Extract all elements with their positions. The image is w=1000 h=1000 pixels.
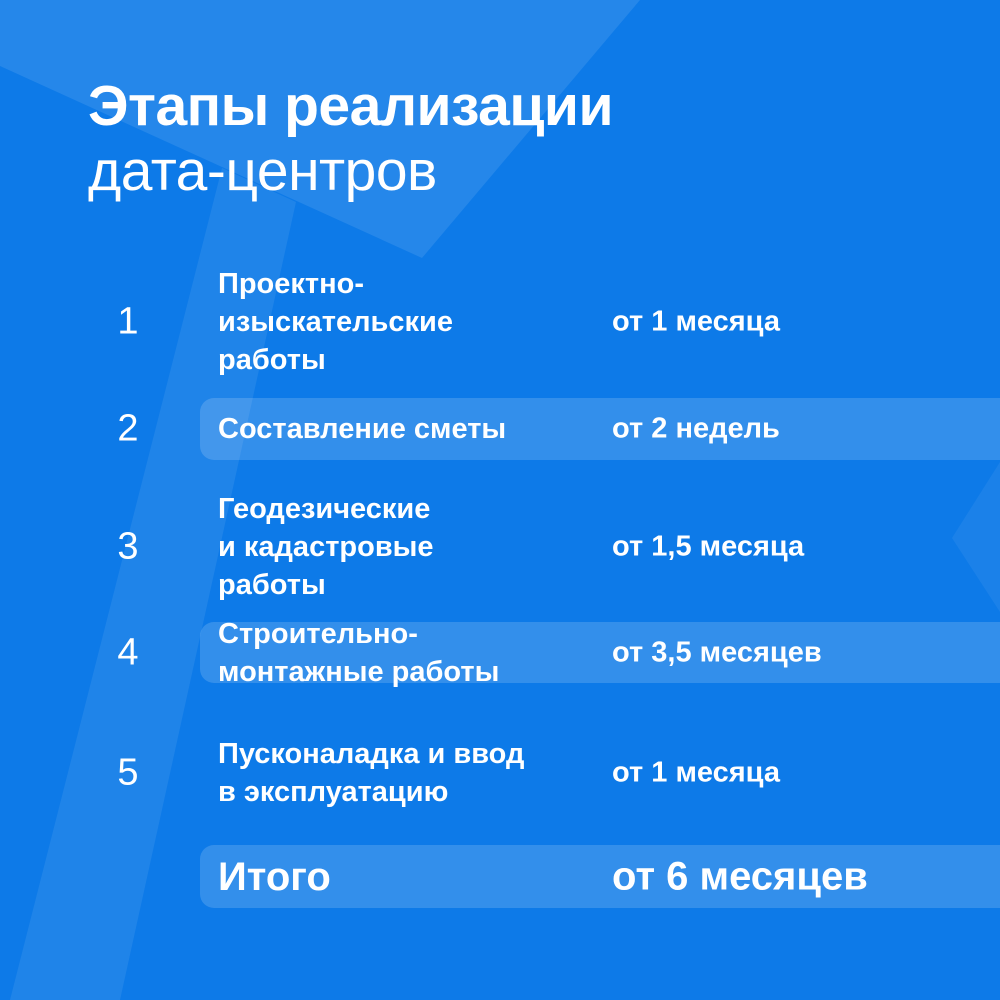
stage-name: Строительно- монтажные работы — [218, 617, 500, 688]
total-row: Итого от 6 месяцев — [0, 845, 1000, 908]
stage-name: Пусконаладка и ввод в эксплуатацию — [218, 738, 525, 808]
stage-duration: от 2 недель — [612, 412, 780, 445]
stage-number: 3 — [117, 525, 139, 568]
page-title-line2: дата-центров — [88, 139, 437, 203]
stage-row-3: 3 Геодезические и кадастровые работы от … — [0, 481, 1000, 613]
page-title: Этапы реализации дата-центров — [88, 74, 613, 204]
total-label: Итого — [218, 854, 331, 899]
stage-number: 1 — [117, 300, 139, 343]
row-highlight-band — [200, 622, 1000, 683]
stage-name: Геодезические и кадастровые работы — [218, 493, 434, 601]
stage-row-4: 4 Строительно- монтажные работы от 3,5 м… — [0, 618, 1000, 688]
stage-number: 4 — [117, 631, 139, 673]
total-duration: от 6 месяцев — [612, 854, 868, 898]
stage-row-1: 1 Проектно- изыскательские работы от 1 м… — [0, 256, 1000, 388]
page-title-line1: Этапы реализации — [88, 74, 613, 138]
stage-duration: от 3,5 месяцев — [612, 636, 822, 668]
row-highlight-band — [200, 398, 1000, 460]
row-highlight-band — [200, 845, 1000, 908]
watermark-right-edge-triangle — [952, 462, 1000, 612]
stage-number: 5 — [117, 751, 139, 794]
stage-duration: от 1 месяца — [612, 305, 780, 338]
stage-name: Проектно- изыскательские работы — [218, 268, 453, 376]
watermark-left-diagonal-strip — [10, 168, 296, 1000]
stage-number: 2 — [117, 407, 139, 450]
stage-duration: от 1 месяца — [612, 756, 780, 789]
watermark-top-left-quad — [0, 0, 640, 258]
stage-name: Составление сметы — [218, 413, 507, 445]
stage-duration: от 1,5 месяца — [612, 530, 805, 563]
stage-row-5: 5 Пусконаладка и ввод в эксплуатацию от … — [0, 707, 1000, 839]
stage-row-2: 2 Составление сметы от 2 недель — [0, 398, 1000, 460]
